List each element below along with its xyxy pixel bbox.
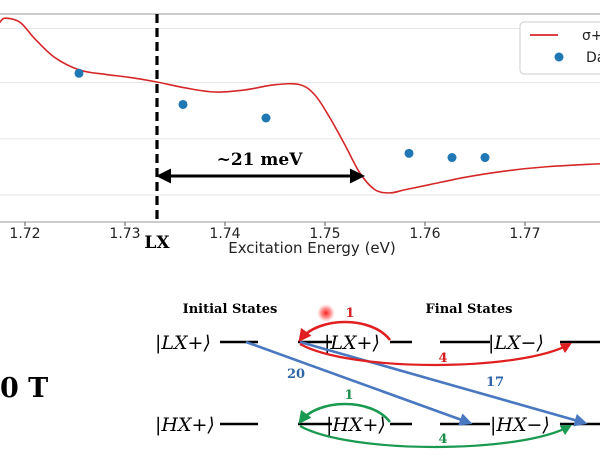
data-point: [480, 153, 490, 163]
field-label: 0 T: [0, 373, 48, 404]
chart: 1.72 1.73 1.74 1.75 1.76 1.77 Excitation Ener…: [0, 13, 600, 257]
x-tick-label: 1.76: [409, 226, 440, 242]
lx-label: LX: [144, 233, 170, 253]
rate-blue-17: 17: [486, 375, 504, 390]
x-ticks: 1.72 1.73 1.74 1.75 1.76 1.77: [9, 222, 541, 242]
green-arc-bottom: [299, 424, 572, 449]
x-axis-label: Excitation Energy (eV): [228, 239, 396, 257]
legend-label-sigma: σ+: [582, 28, 600, 44]
final-states-title: Final States: [426, 302, 513, 317]
x-tick-label: 1.73: [109, 226, 140, 242]
excitation-glow: [317, 304, 335, 322]
rate-blue-20: 20: [287, 367, 305, 382]
state-hx-plus-initial: |HX+⟩: [155, 414, 215, 436]
state-lx-plus-final: |LX+⟩: [324, 332, 380, 354]
series-sigma-line: [0, 17, 600, 194]
x-tick-label: 1.74: [209, 226, 240, 242]
state-lx-minus: |LX−⟩: [488, 332, 544, 354]
data-point: [447, 153, 457, 163]
data-point: [261, 113, 271, 123]
blue-transition-17: [299, 340, 588, 427]
series-layer: [0, 17, 600, 194]
y-gridlines: [0, 28, 600, 196]
rate-red-top: 1: [345, 306, 354, 321]
rate-red-bottom: 4: [438, 351, 447, 366]
legend-label-data: Da: [586, 50, 600, 66]
state-lx-plus-initial: |LX+⟩: [155, 332, 211, 354]
initial-states-title: Initial States: [183, 302, 278, 317]
red-arc-top: [298, 320, 392, 343]
green-arc-top: [298, 402, 392, 425]
legend: σ+ Da: [519, 21, 600, 75]
state-hx-minus: |HX−⟩: [490, 414, 550, 436]
blue-transition-20: [245, 340, 473, 426]
data-point: [74, 68, 84, 78]
data-point: [404, 148, 414, 158]
rate-green-top: 1: [344, 388, 353, 403]
data-point: [178, 99, 188, 109]
energy-splitting-label: ~21 meV: [217, 150, 304, 170]
x-tick-label: 1.72: [9, 226, 40, 242]
x-tick-label: 1.77: [509, 226, 540, 242]
transition-diagram: 0 T Initial States Final States |LX+⟩ |L…: [0, 302, 600, 449]
state-hx-plus-final: |HX+⟩: [326, 414, 386, 436]
red-arc-bottom: [299, 342, 572, 367]
rate-green-bottom: 4: [438, 432, 447, 447]
legend-marker-data: [554, 52, 564, 62]
x-tick-label: 1.75: [309, 226, 340, 242]
